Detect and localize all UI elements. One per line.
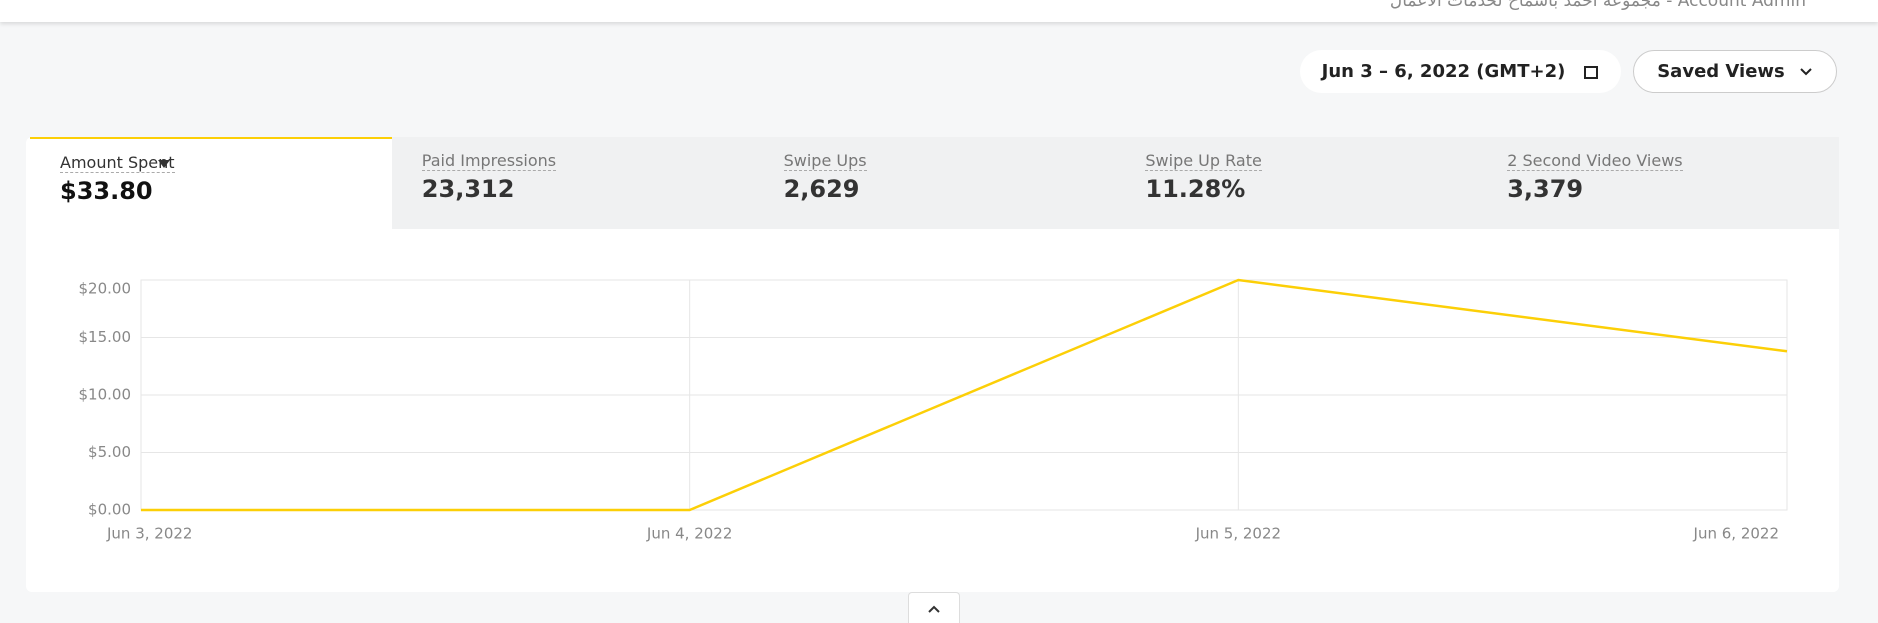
y-tick-label: $5.00 [88,443,131,461]
metric-label: 2 Second Video Views [1507,151,1683,171]
collapse-button[interactable] [908,592,960,623]
x-tick-label: Jun 4, 2022 [646,525,732,543]
date-range: Jun 3 – 6, 2022 (GMT+2) [1321,61,1566,82]
metric-value: 2,629 [783,175,860,203]
calendar-icon [1584,65,1599,79]
y-tick-label: $0.00 [88,501,131,519]
date-picker[interactable]: Jun 3 – 6, 2022 (GMT+2) [1300,50,1621,93]
metric-tab[interactable]: Swipe Up Rate 11.28% [1115,137,1477,229]
metric-label: Swipe Up Rate [1145,151,1262,171]
x-tick-label: Jun 6, 2022 [1693,525,1779,543]
metric-tab[interactable]: 2 Second Video Views 3,379 [1477,137,1839,229]
account-name: مجموعة احمد باسماح لخدمات الاعمال - Acco… [1389,0,1806,11]
x-tick-label: Jun 3, 2022 [106,525,192,543]
chart: $0.00 $5.00 $10.00 $15.00 $20.00 Jun 3, 2022 J… [79,278,1788,543]
chevron-up [928,605,940,613]
metric-tab[interactable]: Amount Spent $33.80 [30,137,392,229]
saved-views[interactable]: Saved Views [1633,50,1837,93]
chevron [1800,67,1812,75]
metric-label: Swipe Ups [783,151,867,171]
metric-tab[interactable]: Swipe Ups 2,629 [754,137,1116,229]
metric-tabs: Amount Spent $33.80 Paid Impressions 23,312… [30,137,1839,229]
saved-views-label: Saved Views [1657,61,1785,82]
chart-card: Amount Spent $33.80 Paid Impressions 23,312… [26,137,1839,592]
metric-value: 11.28% [1145,175,1246,203]
top-bar: مجموعة احمد باسماح لخدمات الاعمال - Acco… [0,0,1878,22]
metric-label: Amount Spent [60,153,175,173]
x-tick-label: Jun 5, 2022 [1195,525,1281,543]
y-tick-label: $20.00 [79,280,132,298]
metric-value: 3,379 [1507,175,1584,203]
metric-value: 23,312 [421,175,515,203]
metric-label: Paid Impressions [421,151,557,171]
metric-tab[interactable]: Paid Impressions 23,312 [392,137,754,229]
data-line [141,278,1788,512]
y-tick-label: $15.00 [79,328,132,346]
dropdown-arrow [158,160,170,168]
y-tick-label: $10.00 [79,386,132,404]
metric-value: $33.80 [60,177,153,205]
